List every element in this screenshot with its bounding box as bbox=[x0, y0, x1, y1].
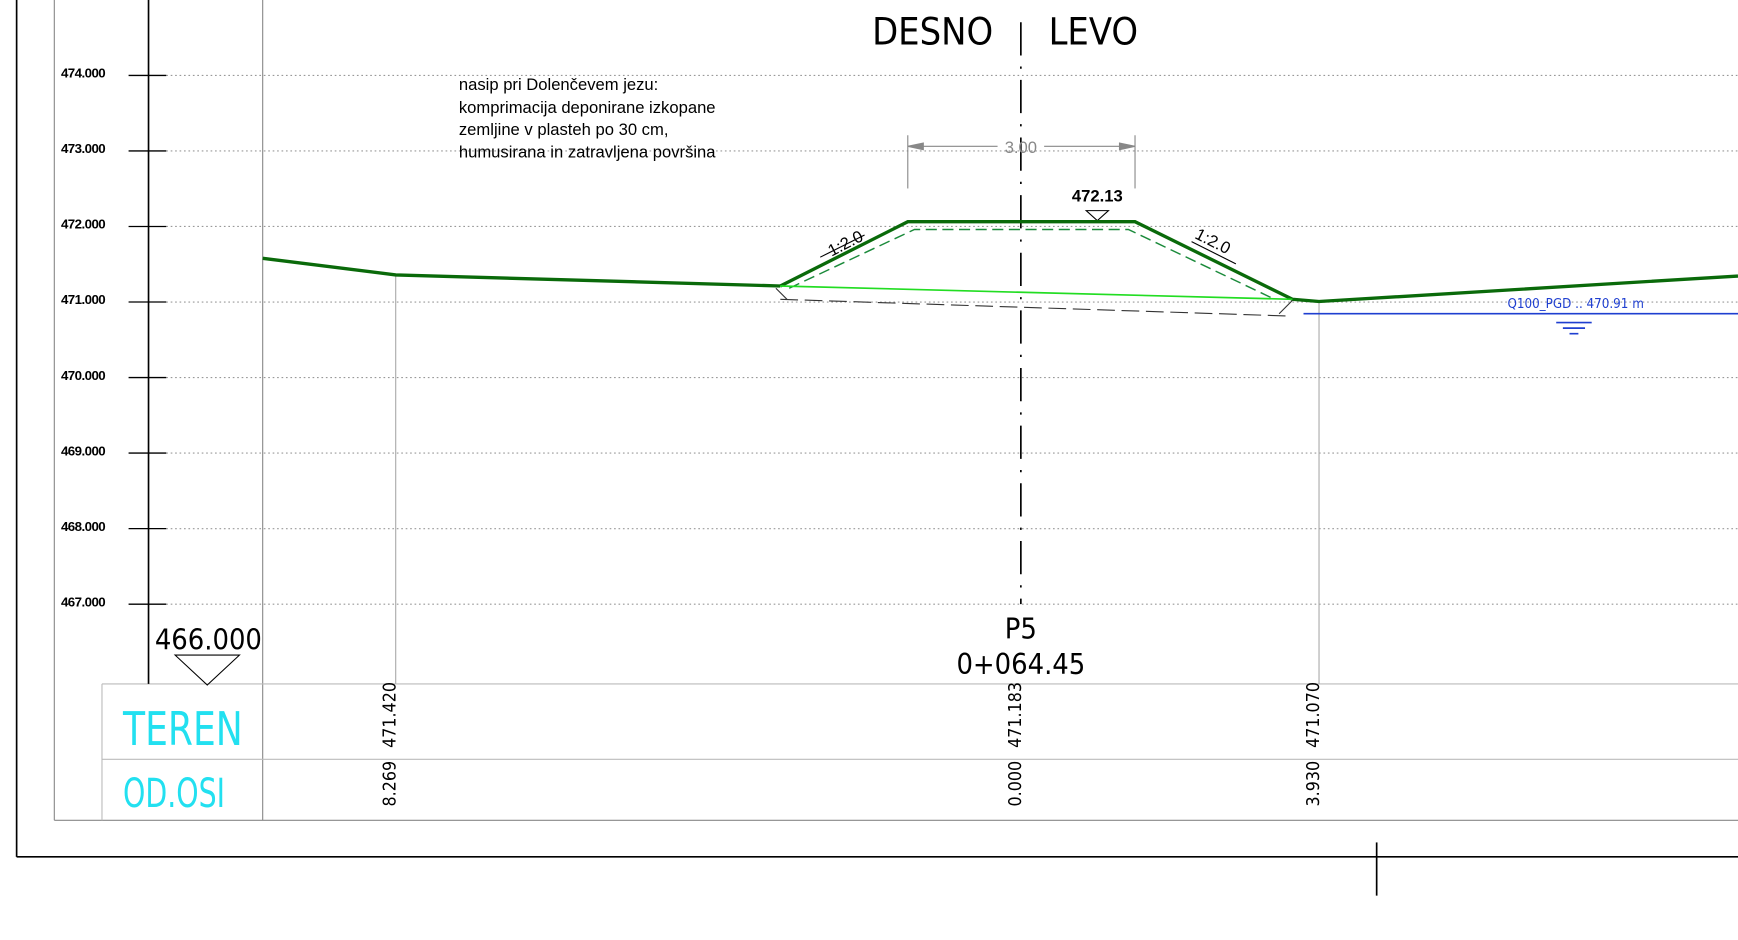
existing-ground bbox=[780, 285, 1293, 301]
water-label: Q100_PGD .. 470.91 m bbox=[1507, 297, 1643, 312]
elevation-axis: 474.000 473.000 472.000 471.000 470.000 469.0… bbox=[61, 66, 1738, 609]
table-values: 471.420 8.269 471.183 0.000 471.070 3.930 bbox=[381, 682, 1324, 806]
side-label: DESNO bbox=[872, 9, 993, 53]
note-line: komprimacija deponirane izkopane bbox=[459, 98, 716, 117]
embankment bbox=[779, 220, 1738, 304]
slope-arrow bbox=[1191, 241, 1237, 265]
table-value: 0.000 bbox=[1006, 761, 1026, 807]
note-line: nasip pri Dolenčevem jezu: bbox=[459, 75, 658, 94]
dimension-label: 3.00 bbox=[1005, 138, 1037, 157]
datum: 466.000 bbox=[155, 623, 262, 657]
slope-label: 1:2.0 bbox=[825, 227, 867, 261]
terrain bbox=[262, 256, 781, 288]
elevation-label: 474.000 bbox=[61, 66, 105, 81]
note-line: zemljine v plasteh po 30 cm, bbox=[459, 120, 669, 139]
elevation-label: 473.000 bbox=[61, 141, 105, 156]
elevation-label: 469.000 bbox=[61, 443, 105, 458]
table-value: 471.070 bbox=[1304, 682, 1324, 748]
profile-name: P5 bbox=[1005, 611, 1037, 645]
table-value: 471.183 bbox=[1006, 682, 1026, 748]
row-header: OD.OSI bbox=[123, 771, 225, 817]
excavation-end bbox=[775, 287, 1293, 315]
crest-level: 472.13 bbox=[1072, 187, 1123, 206]
elevation-label: 468.000 bbox=[61, 519, 105, 534]
elevation-label: 467.000 bbox=[61, 594, 105, 609]
elevation-label: 471.000 bbox=[61, 292, 105, 307]
table-value: 471.420 bbox=[381, 682, 401, 748]
note: nasip pri Dolenčevem jezu: komprimacija … bbox=[459, 75, 716, 162]
excavation bbox=[780, 298, 1286, 317]
station: 0+064.45 bbox=[956, 647, 1085, 681]
elevation-label: 470.000 bbox=[61, 368, 105, 383]
level-symbol bbox=[1084, 210, 1110, 222]
elevation-label: 472.000 bbox=[61, 217, 105, 232]
embankment-inner bbox=[788, 228, 1275, 300]
table-value: 8.269 bbox=[381, 761, 401, 807]
table-value: 3.930 bbox=[1304, 761, 1324, 807]
slope-arrow bbox=[819, 234, 865, 258]
note-line: humusirana in zatravljena površina bbox=[459, 142, 716, 161]
row-header: TEREN bbox=[122, 702, 243, 756]
datum-symbol bbox=[173, 654, 241, 686]
water-symbol bbox=[1556, 321, 1592, 335]
side-label: LEVO bbox=[1049, 9, 1138, 53]
dimension bbox=[907, 135, 1136, 189]
